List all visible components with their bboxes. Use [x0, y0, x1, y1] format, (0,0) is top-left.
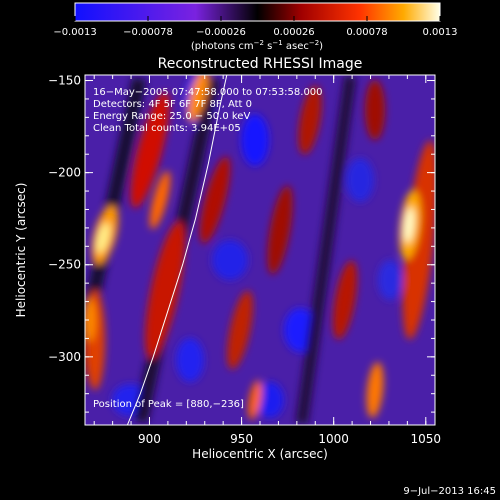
colorbar-unit-label: (photons cm−2 s−1 asec−2)	[191, 39, 323, 52]
colorbar-ticks	[74, 16, 441, 21]
x-tick-label: 1000	[318, 432, 349, 446]
y-tick-label: −150	[48, 74, 81, 88]
colorbar-tick-label: 0.00078	[346, 27, 387, 38]
x-tick-labels: 900 950 1000 1050	[138, 432, 441, 446]
axis-ticks	[85, 75, 435, 425]
footer-date: 9−Jul−2013 16:45	[403, 486, 496, 497]
heatmap-image	[85, 75, 435, 425]
colorbar-tick-label: −0.00026	[196, 27, 246, 38]
colorbar-tick-label: −0.00078	[123, 27, 173, 38]
y-tick-label: −300	[48, 350, 81, 364]
colorbar-tick-label: −0.0013	[53, 27, 96, 38]
solar-limb-curve	[126, 75, 228, 425]
x-axis-label: Heliocentric X (arcsec)	[192, 447, 328, 461]
colorbar-tick-labels: −0.0013 −0.00078 −0.00026 0.00026 0.00078 0.0…	[53, 27, 457, 38]
y-tick-label: −200	[48, 166, 81, 180]
peak-position-label: Position of Peak = [880,−236]	[93, 399, 244, 410]
annotation-detectors: Detectors: 4F 5F 6F 7F 8F, Att 0	[93, 99, 252, 110]
colorbar-tick-label: 0.00026	[273, 27, 314, 38]
colorbar-tick-label: 0.0013	[423, 27, 458, 38]
x-tick-label: 950	[230, 432, 253, 446]
annotation-time-range: 16−May−2005 07:47:58.000 to 07:53:58.000	[93, 87, 323, 98]
y-tick-label: −250	[48, 258, 81, 272]
x-tick-label: 1050	[411, 432, 442, 446]
colorbar	[74, 2, 441, 22]
chart-title: Reconstructed RHESSI Image	[158, 56, 363, 72]
annotation-energy-range: Energy Range: 25.0 − 50.0 keV	[93, 111, 250, 122]
x-tick-label: 900	[138, 432, 161, 446]
y-axis-label: Heliocentric Y (arcsec)	[14, 183, 28, 318]
annotation-clean-counts: Clean Total counts: 3.94E+05	[93, 123, 241, 134]
y-tick-labels: −300 −250 −200 −150	[48, 74, 81, 364]
